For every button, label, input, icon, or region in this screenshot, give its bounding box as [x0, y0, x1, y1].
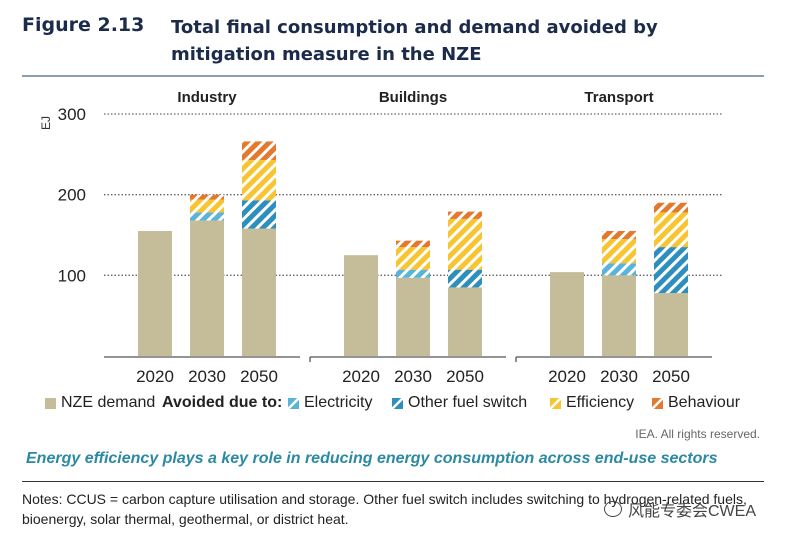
bar-industry-2030-electricity: [190, 212, 224, 221]
legend-swatch-nze: [45, 397, 56, 409]
y-tick-label-200: 200: [58, 186, 86, 205]
y-axis-label: EJ: [39, 116, 53, 130]
panel-title-buildings: Buildings: [379, 89, 447, 106]
bar-transport-2030-electricity: [602, 263, 636, 276]
legend-item-behaviour: Behaviour: [652, 394, 740, 412]
caption: Energy efficiency plays a key role in re…: [26, 450, 718, 467]
bar-buildings-2030-electricity: [396, 269, 430, 278]
bar-transport-2030-behaviour: [602, 230, 636, 240]
bar-buildings-2050-behaviour: [448, 211, 482, 219]
y-tick-label-100: 100: [58, 266, 86, 285]
bar-industry-2030-nze: [190, 220, 224, 356]
bar-transport-2030-nze: [602, 275, 636, 356]
legend-swatch-efficiency: [550, 397, 561, 409]
legend-item-other-fuel-switch: Other fuel switch: [392, 394, 527, 412]
bar-industry-2050-other_fuel_switch: [242, 200, 276, 229]
title-divider: [22, 75, 764, 77]
x-tick-label-industry-2030: 2030: [188, 367, 226, 386]
legend-avoided-heading: Avoided due to:: [162, 394, 282, 412]
legend-item-electricity: Electricity: [288, 394, 372, 412]
watermark: 风能专委会CWEA: [604, 497, 756, 521]
bar-industry-2050-behaviour: [242, 141, 276, 160]
legend-label-nze: NZE demand: [61, 394, 156, 411]
stacked-bar-chart: EJ 100 200 300 Industry 2020 2030 2050 Buildings…: [39, 89, 722, 386]
legend-label-avoided: Avoided due to:: [162, 394, 283, 411]
y-tick-label-300: 300: [58, 105, 86, 124]
legend-label-electricity: Electricity: [304, 394, 373, 411]
bar-buildings-2020-nze: [344, 255, 378, 356]
bar-industry-2050-nze: [242, 228, 276, 356]
bar-buildings-2050-other_fuel_switch: [448, 269, 482, 288]
bar-transport-2050-efficiency: [654, 212, 688, 248]
notes-divider: [22, 481, 764, 482]
bar-industry-2050-efficiency: [242, 159, 276, 201]
bar-industry-2030-efficiency: [190, 199, 224, 213]
notes: Notes: CCUS = carbon capture utilisation…: [22, 491, 747, 527]
bar-buildings-2030-efficiency: [396, 247, 430, 270]
rights-notice: IEA. All rights reserved.: [635, 427, 760, 441]
bar-transport-2030-efficiency: [602, 239, 636, 264]
bar-buildings-2030-nze: [396, 277, 430, 356]
x-tick-label-transport-2050: 2050: [652, 367, 690, 386]
x-tick-label-industry-2020: 2020: [136, 367, 174, 386]
x-tick-label-transport-2020: 2020: [548, 367, 586, 386]
bar-buildings-2030-behaviour: [396, 240, 430, 248]
panel-title-transport: Transport: [584, 89, 653, 106]
legend-swatch-electricity: [288, 397, 299, 409]
x-tick-label-buildings-2030: 2030: [394, 367, 432, 386]
watermark-text: 风能专委会CWEA: [628, 503, 757, 520]
figure-label: Figure 2.13: [22, 14, 145, 36]
legend-item-nze-demand: NZE demand: [45, 394, 155, 412]
legend-swatch-behaviour: [652, 397, 663, 409]
x-tick-label-industry-2050: 2050: [240, 367, 278, 386]
bar-transport-2050-behaviour: [654, 202, 688, 213]
figure-title: Total final consumption and demand avoid…: [171, 17, 658, 65]
wechat-icon: [604, 501, 622, 517]
bar-transport-2020-nze: [550, 272, 584, 356]
legend-item-efficiency: Efficiency: [550, 394, 634, 412]
bar-buildings-2050-nze: [448, 287, 482, 356]
bar-buildings-2050-efficiency: [448, 218, 482, 270]
bar-industry-2020-nze: [138, 230, 172, 356]
x-tick-label-buildings-2020: 2020: [342, 367, 380, 386]
panel-title-industry: Industry: [177, 89, 237, 106]
x-tick-label-buildings-2050: 2050: [446, 367, 484, 386]
bar-transport-2050-nze: [654, 293, 688, 356]
legend-label-efficiency: Efficiency: [566, 394, 635, 411]
bar-transport-2050-other_fuel_switch: [654, 247, 688, 294]
legend-swatch-other: [392, 397, 403, 409]
x-tick-label-transport-2030: 2030: [600, 367, 638, 386]
legend-label-behaviour: Behaviour: [668, 394, 741, 411]
bar-industry-2030-behaviour: [190, 194, 224, 200]
legend-label-other: Other fuel switch: [408, 394, 528, 411]
